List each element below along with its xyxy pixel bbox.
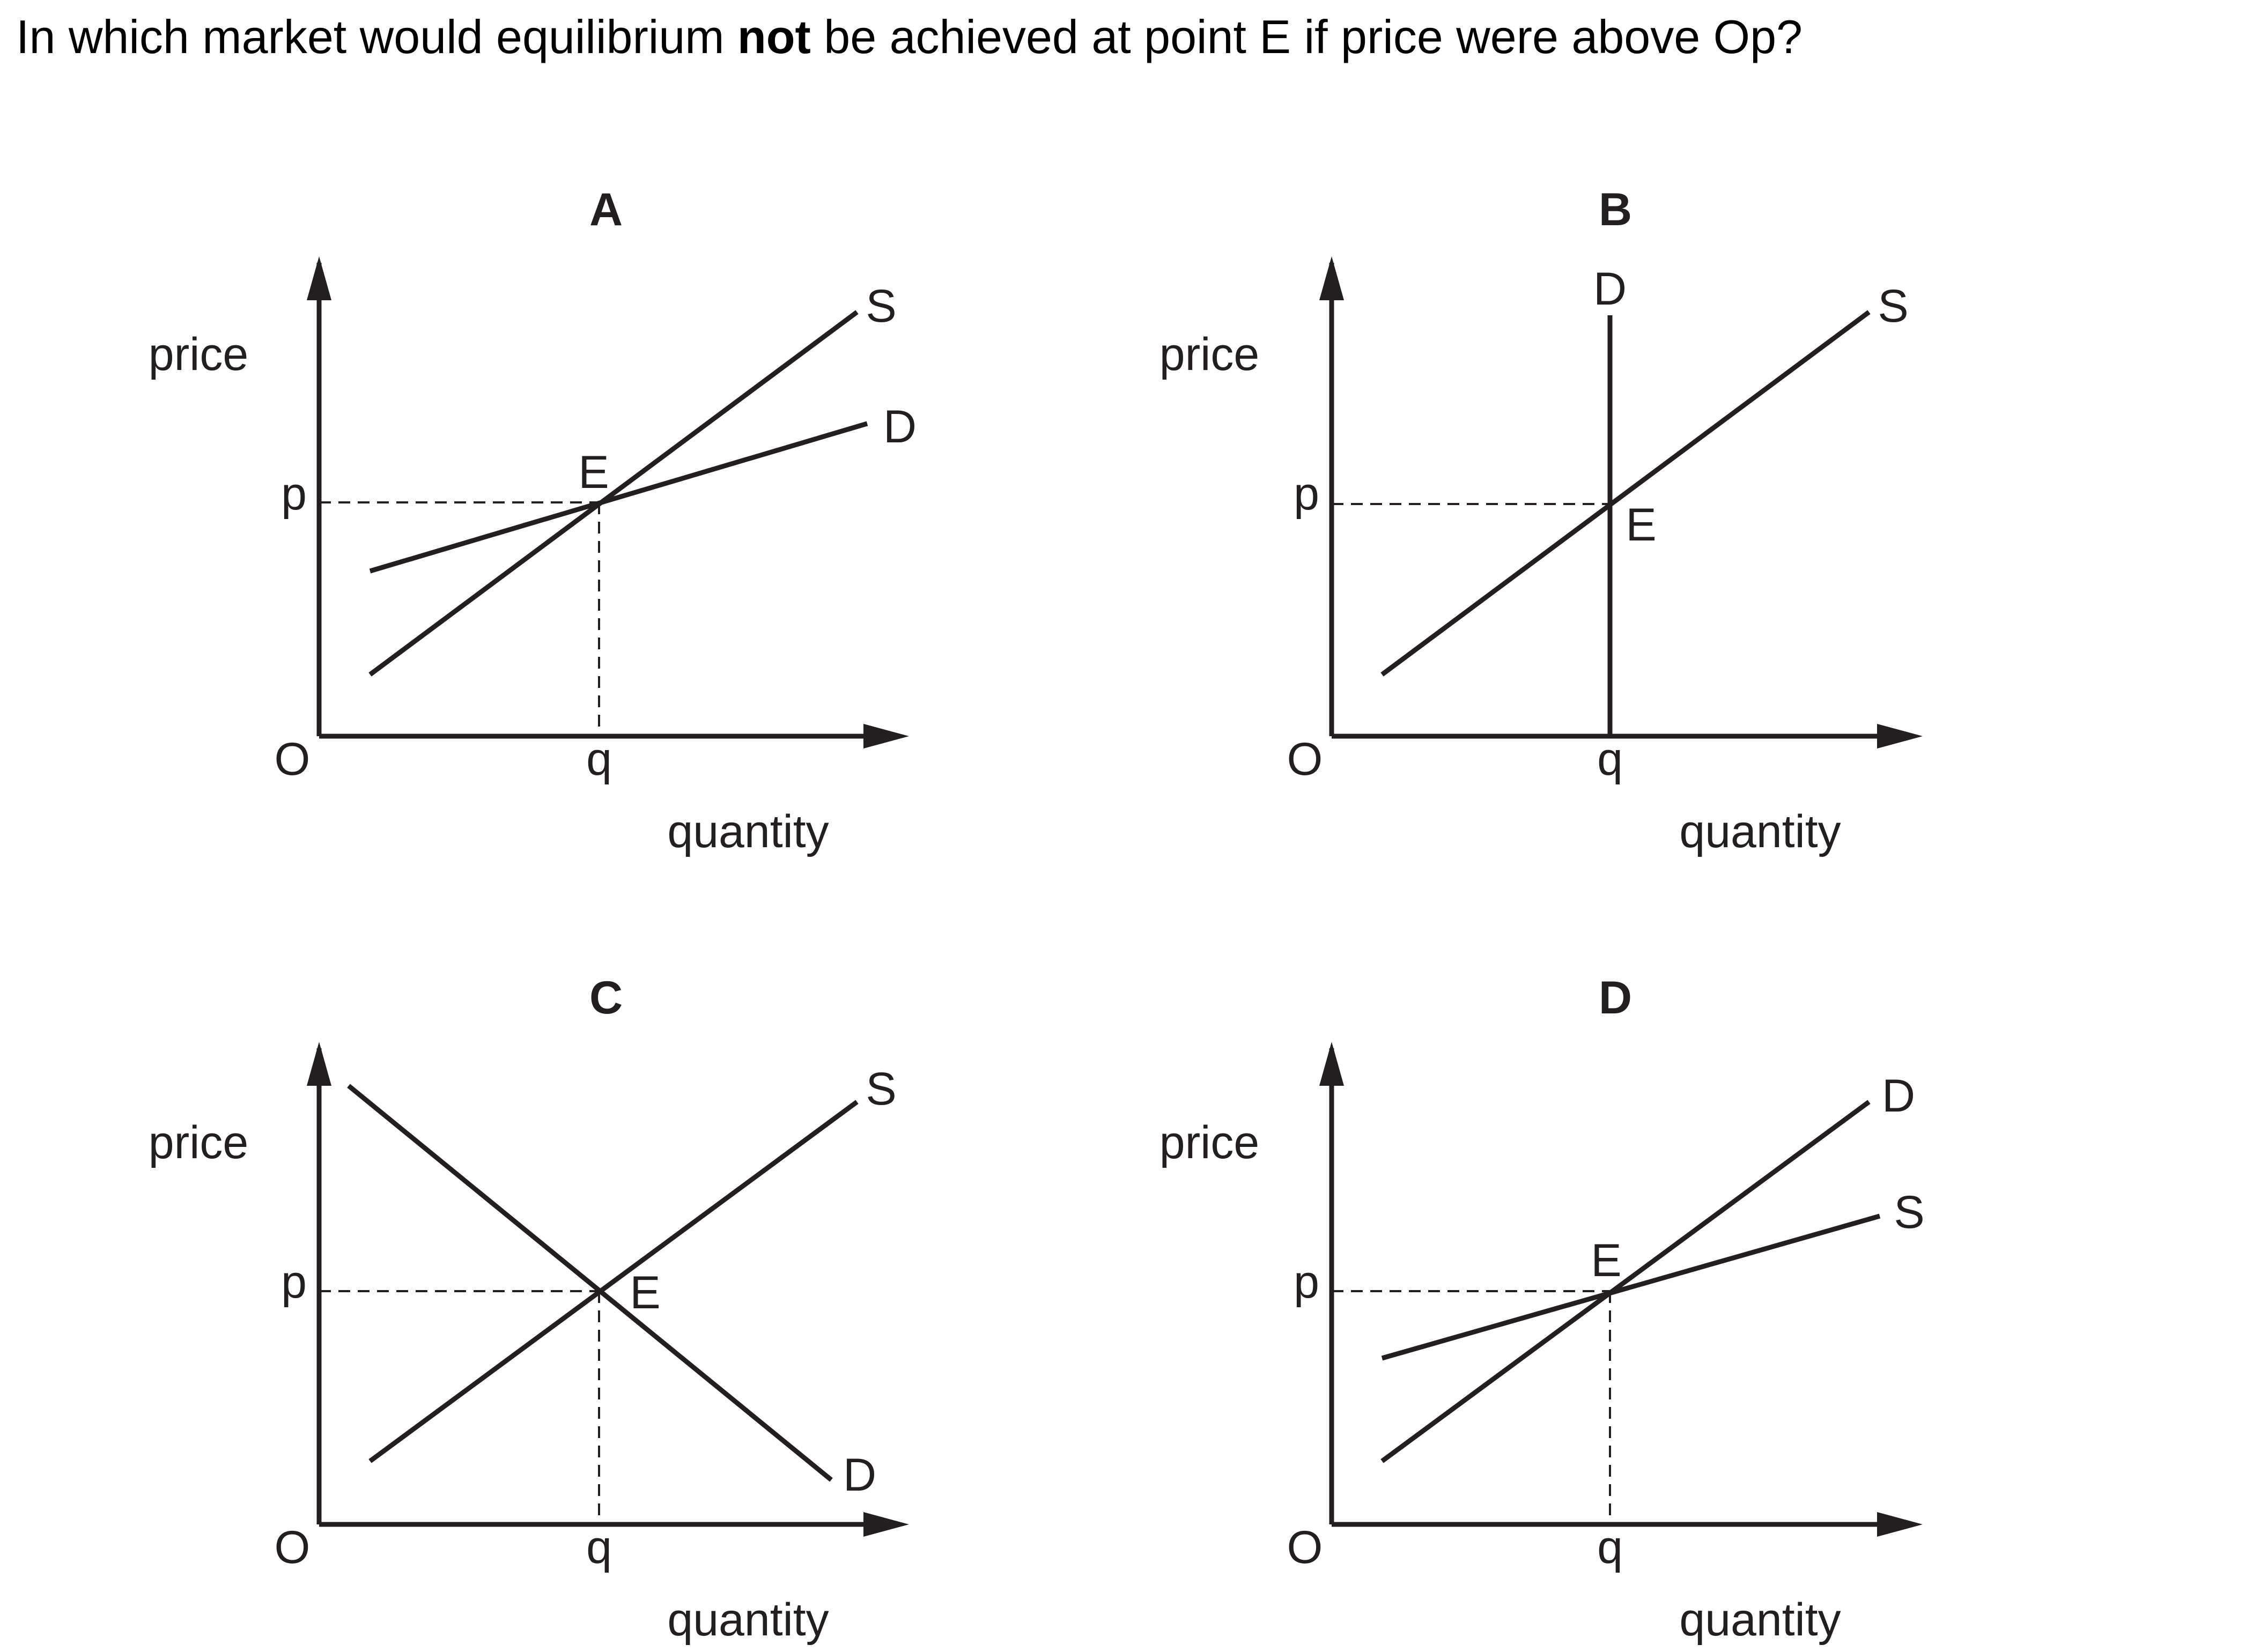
panel-c-title: C bbox=[589, 972, 623, 1024]
panel-d-origin-label: O bbox=[1287, 1522, 1323, 1573]
panel-c-x-label: quantity bbox=[667, 1594, 829, 1646]
panel-a-y-label: price bbox=[149, 329, 248, 380]
panel-d-x-label: quantity bbox=[1679, 1594, 1841, 1646]
panel-d: D price O q p quantity D S E bbox=[1159, 972, 1925, 1646]
panel-a-origin-label: O bbox=[275, 734, 311, 785]
panel-b-supply-curve bbox=[1380, 310, 1871, 677]
panel-c-equilibrium-label: E bbox=[630, 1267, 660, 1318]
panel-c-q-label: q bbox=[586, 1522, 612, 1573]
panel-d-title: D bbox=[1599, 972, 1632, 1024]
panel-b-q-label: q bbox=[1597, 734, 1623, 785]
panel-d-supply-label: S bbox=[1894, 1187, 1924, 1238]
panel-a-y-arrow-icon bbox=[307, 256, 331, 300]
panel-a-supply-label: S bbox=[866, 280, 896, 332]
panel-d-y-label: price bbox=[1159, 1117, 1259, 1168]
panel-c: C price O q p quantity S D E bbox=[149, 972, 909, 1646]
panel-d-q-label: q bbox=[1597, 1522, 1623, 1573]
panel-b-demand-label: D bbox=[1593, 263, 1627, 315]
question-part-1: In which market would equilibrium bbox=[16, 10, 738, 63]
panel-b-origin-label: O bbox=[1287, 734, 1323, 785]
panel-a-x-label: quantity bbox=[667, 806, 829, 857]
question-part-2: be achieved at point E if price were abo… bbox=[810, 10, 1803, 63]
panel-a: A price O q p quantity S D E bbox=[149, 184, 917, 857]
panel-c-p-label: p bbox=[281, 1256, 307, 1308]
question-text: In which market would equilibrium not be… bbox=[16, 10, 1803, 64]
panel-a-supply-curve bbox=[368, 310, 859, 677]
panel-b-p-label: p bbox=[1294, 468, 1319, 520]
panel-c-x-arrow-icon bbox=[863, 1512, 909, 1537]
panel-b: B price O q p quantity D S E bbox=[1159, 184, 1923, 857]
panel-d-x-arrow-icon bbox=[1877, 1512, 1923, 1537]
question-emphasis: not bbox=[737, 10, 811, 63]
panel-c-y-arrow-icon bbox=[307, 1042, 331, 1086]
panel-a-p-label: p bbox=[281, 468, 307, 520]
panel-c-demand-label: D bbox=[843, 1449, 876, 1501]
panel-a-x-arrow-icon bbox=[863, 724, 909, 749]
panel-c-y-label: price bbox=[149, 1117, 248, 1168]
panel-d-demand-label: D bbox=[1882, 1070, 1915, 1122]
panel-d-y-arrow-icon bbox=[1319, 1042, 1344, 1086]
panel-a-demand-curve bbox=[369, 421, 868, 574]
panel-b-x-label: quantity bbox=[1679, 806, 1841, 857]
panel-b-y-arrow-icon bbox=[1319, 256, 1344, 300]
panel-d-p-label: p bbox=[1294, 1256, 1319, 1308]
panel-b-y-label: price bbox=[1159, 329, 1259, 380]
panel-b-title: B bbox=[1599, 184, 1632, 235]
panel-d-supply-curve bbox=[1381, 1213, 1881, 1361]
panel-c-origin-label: O bbox=[275, 1522, 311, 1573]
panel-c-supply-label: S bbox=[866, 1063, 896, 1115]
panel-c-demand-curve bbox=[347, 1084, 833, 1482]
panel-b-supply-label: S bbox=[1878, 280, 1908, 332]
panel-a-demand-label: D bbox=[883, 401, 917, 453]
panel-b-equilibrium-label: E bbox=[1626, 499, 1656, 551]
panel-d-demand-curve bbox=[1380, 1100, 1871, 1463]
panel-a-q-label: q bbox=[586, 734, 612, 785]
panel-a-equilibrium-label: E bbox=[578, 447, 609, 498]
panel-b-x-arrow-icon bbox=[1877, 724, 1923, 749]
panel-a-title: A bbox=[589, 184, 623, 235]
panel-c-supply-curve bbox=[368, 1100, 859, 1463]
panel-d-equilibrium-label: E bbox=[1591, 1235, 1621, 1286]
